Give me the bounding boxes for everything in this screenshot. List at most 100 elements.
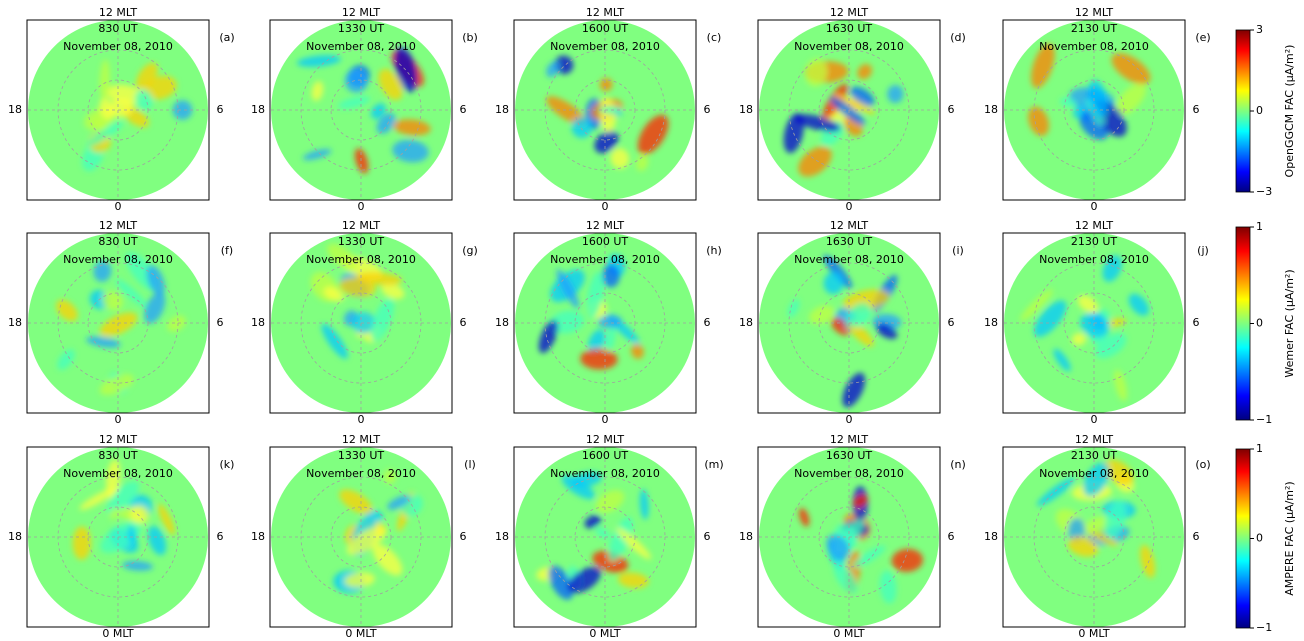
time-label: 830 UT [98, 22, 138, 35]
left-label: 18 [8, 103, 22, 116]
top-label: 12 MLT [1075, 433, 1114, 446]
right-label: 6 [704, 530, 711, 543]
bottom-label: 0 [358, 200, 365, 213]
right-label: 6 [460, 530, 467, 543]
polar-panel: 12 MLT1630 UTNovember 08, 2010(d)1860 [739, 6, 966, 213]
top-label: 12 MLT [830, 6, 869, 19]
left-label: 18 [8, 530, 22, 543]
left-label: 18 [739, 103, 753, 116]
time-label: 830 UT [98, 235, 138, 248]
colorbar-tick-label: −1 [1256, 621, 1272, 634]
bottom-label: 0 [115, 200, 122, 213]
bottom-label: 0 MLT [102, 627, 134, 640]
left-label: 18 [984, 316, 998, 329]
polar-panel: 12 MLT1330 UTNovember 08, 2010(l)1860 ML… [251, 433, 476, 640]
right-label: 6 [1193, 316, 1200, 329]
top-label: 12 MLT [99, 433, 138, 446]
panel-letter: (k) [220, 458, 235, 471]
colorbar-tick-label: 3 [1256, 23, 1263, 36]
top-label: 12 MLT [99, 219, 138, 232]
time-label: 1630 UT [826, 22, 873, 35]
left-label: 18 [495, 103, 509, 116]
polar-panel: 12 MLT1630 UTNovember 08, 2010(i)1860 [739, 219, 964, 426]
time-label: 1330 UT [338, 22, 385, 35]
polar-panel: 12 MLT830 UTNovember 08, 2010(k)1860 MLT [8, 433, 234, 640]
right-label: 6 [948, 530, 955, 543]
date-label: November 08, 2010 [550, 40, 660, 53]
colorbar-label: OpenGGCM FAC (μA/m²) [1283, 45, 1296, 178]
panel-letter: (g) [462, 244, 478, 257]
colorbar-tick-label: −3 [1256, 185, 1272, 198]
panel-letter: (a) [219, 31, 234, 44]
polar-panel: 12 MLT1600 UTNovember 08, 2010(m)1860 ML… [495, 433, 724, 640]
right-label: 6 [217, 530, 224, 543]
time-label: 1630 UT [826, 235, 873, 248]
date-label: November 08, 2010 [550, 253, 660, 266]
colorbar-gradient [1236, 227, 1250, 420]
date-label: November 08, 2010 [63, 40, 173, 53]
top-label: 12 MLT [586, 433, 625, 446]
date-label: November 08, 2010 [1039, 253, 1149, 266]
time-label: 1600 UT [582, 22, 629, 35]
colorbar-tick-label: 1 [1256, 220, 1263, 233]
right-label: 6 [1193, 530, 1200, 543]
panel-letter: (h) [706, 244, 722, 257]
panel-letter: (j) [1197, 244, 1209, 257]
left-label: 18 [984, 103, 998, 116]
left-label: 18 [251, 316, 265, 329]
right-label: 6 [704, 316, 711, 329]
date-label: November 08, 2010 [306, 253, 416, 266]
bottom-label: 0 [358, 413, 365, 426]
polar-panel: 12 MLT 1330 UT November 08, 2010 (g) 18 6 0 [251, 219, 478, 426]
panel-letter: (l) [464, 458, 476, 471]
colorbar: −101AMPERE FAC (μA/m²) [1236, 442, 1296, 634]
left-label: 18 [984, 530, 998, 543]
bottom-label: 0 [846, 200, 853, 213]
colorbar-label: AMPERE FAC (μA/m²) [1283, 481, 1296, 595]
colorbar-tick-label: 0 [1256, 104, 1263, 117]
left-label: 18 [8, 316, 22, 329]
left-label: 18 [495, 316, 509, 329]
top-label: 12 MLT [830, 433, 869, 446]
bottom-label: 0 [602, 200, 609, 213]
polar-panel: 12 MLT830 UTNovember 08, 2010(a)1860 [8, 6, 235, 213]
right-label: 6 [460, 103, 467, 116]
right-label: 6 [217, 103, 224, 116]
date-label: November 08, 2010 [1039, 40, 1149, 53]
time-label: 1330 UT [338, 235, 385, 248]
date-label: November 08, 2010 [306, 40, 416, 53]
right-label: 6 [217, 316, 224, 329]
left-label: 18 [495, 530, 509, 543]
date-label: November 08, 2010 [794, 40, 904, 53]
time-label: 1330 UT [338, 449, 385, 462]
date-label: November 08, 2010 [306, 467, 416, 480]
right-label: 6 [704, 103, 711, 116]
figure: 12 MLT830 UTNovember 08, 2010(a)186012 M… [0, 0, 1304, 641]
top-label: 12 MLT [1075, 6, 1114, 19]
bottom-label: 0 [846, 413, 853, 426]
top-label: 12 MLT [586, 6, 625, 19]
colorbar-tick-label: 1 [1256, 442, 1263, 455]
top-label: 12 MLT [586, 219, 625, 232]
date-label: November 08, 2010 [794, 253, 904, 266]
time-label: 2130 UT [1071, 22, 1118, 35]
panel-letter: (n) [950, 458, 966, 471]
colorbar-gradient [1236, 449, 1250, 628]
top-label: 12 MLT [342, 219, 381, 232]
right-label: 6 [460, 316, 467, 329]
panel-letter: (d) [950, 31, 966, 44]
panel-letter: (e) [1195, 31, 1210, 44]
bottom-label: 0 [115, 413, 122, 426]
top-label: 12 MLT [342, 6, 381, 19]
time-label: 1600 UT [582, 235, 629, 248]
polar-panel: 12 MLT2130 UTNovember 08, 2010(e)1860 [984, 6, 1211, 213]
date-label: November 08, 2010 [1039, 467, 1149, 480]
bottom-label: 0 MLT [589, 627, 621, 640]
right-label: 6 [948, 316, 955, 329]
panel-letter: (i) [952, 244, 964, 257]
bottom-label: 0 [1091, 200, 1098, 213]
colorbar: −101Wemer FAC (μA/m²) [1236, 220, 1296, 426]
bottom-label: 0 [602, 413, 609, 426]
